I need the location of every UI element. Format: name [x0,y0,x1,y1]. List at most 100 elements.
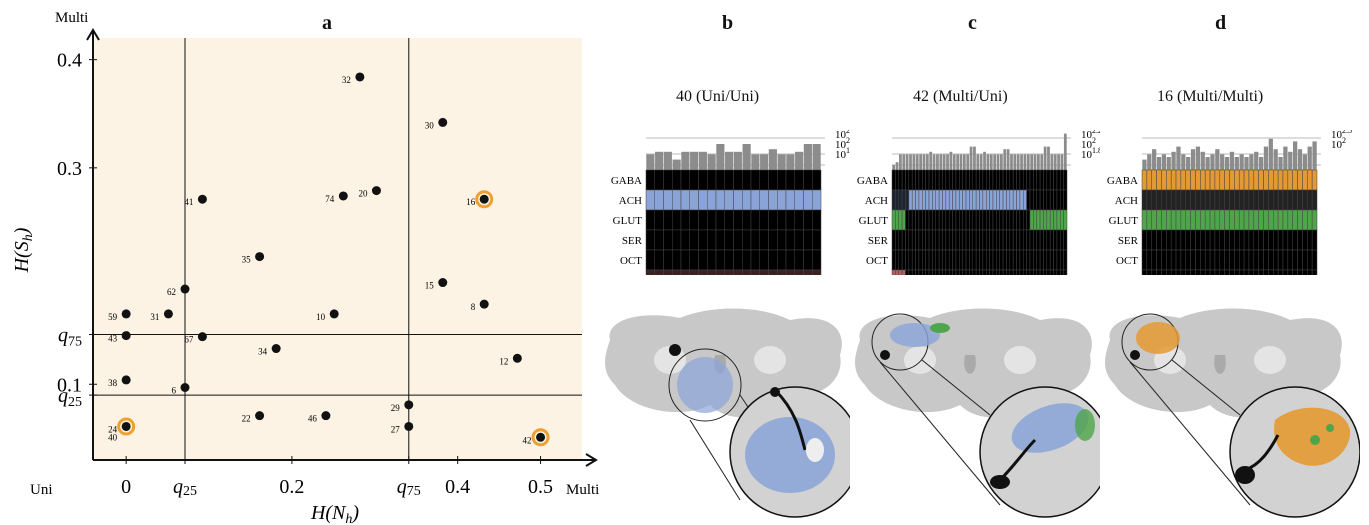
nt-cell [1146,169,1152,191]
nt-cell [1287,249,1293,271]
nt-cell [1268,169,1274,191]
highlight-ring-16 [475,190,494,209]
nt-cell [1209,169,1216,191]
nt-cell [965,189,970,211]
nt-cell [908,229,913,251]
nt-cell [645,269,655,275]
nt-cell [891,269,896,275]
count-bar [1220,154,1225,170]
count-bar [1166,157,1171,170]
count-bar [751,154,760,170]
nt-cell [955,209,960,231]
nt-cell [645,169,655,191]
nt-cell [1248,229,1255,251]
point-label-34: 34 [258,347,268,357]
count-bar [892,164,896,170]
nt-cell [1060,189,1064,211]
count-bar [989,154,993,170]
nt-cell [955,169,960,191]
nt-cell [1204,229,1211,251]
nt-cell [1277,189,1284,211]
nt-cell [1180,169,1186,191]
nt-cell [803,229,813,251]
nt-cell [1185,169,1191,191]
nt-cell [996,269,1000,275]
nt-cell [1009,229,1014,251]
nt-cell [898,169,903,191]
point-label-42: 42 [523,435,532,445]
nt-cell [680,209,690,231]
nt-cell [1263,189,1269,211]
nt-cell [1200,229,1206,251]
nt-cell [1029,169,1034,191]
nt-cell [945,229,950,251]
nt-cell [938,169,943,191]
nt-cell [1029,249,1034,271]
nt-cell [1195,249,1201,271]
count-bar [742,144,751,170]
nt-cell [975,169,980,191]
nt-cell [972,209,977,231]
nt-cell [654,169,664,191]
nt-cell [922,229,926,251]
nt-cell [1039,209,1044,231]
point-62 [180,284,190,294]
nt-cell [901,189,906,211]
nt-cell [654,189,664,211]
nt-cell [1146,229,1152,251]
nt-cell [918,189,923,211]
nt-cell [1002,269,1007,275]
count-bar [777,154,786,170]
point-38 [121,375,131,385]
nt-cell [915,209,920,231]
nt-cell [1036,249,1041,271]
nt-cell [1229,209,1235,231]
nt-cell [1166,269,1172,275]
nt-cell [1180,209,1186,231]
nt-cell [898,229,903,251]
nt-cell [1151,209,1157,231]
nt-cell [898,189,903,211]
x-label-sub: h [345,512,352,525]
nt-cell [1209,249,1216,271]
nt-cell [654,229,664,251]
nt-cell [1214,249,1221,271]
nt-cell [945,249,950,271]
nt-cell [891,229,896,251]
tick-base: 10 [835,130,847,141]
count-bar [725,151,734,170]
nt-cell [972,229,977,251]
nt-cell [1292,229,1298,251]
nt-cell [1224,229,1230,251]
count-bar [973,146,976,170]
nt-cell [1063,249,1068,271]
count-bar [929,151,933,170]
nt-cell [1253,169,1259,191]
count-bar [1047,146,1050,170]
x-tick-label: 0.4 [445,476,470,498]
panel-label-a: a [322,12,332,34]
nt-cell [999,229,1004,251]
nt-cell [1263,229,1269,251]
count-bar [1030,154,1034,170]
nt-cell [1026,169,1031,191]
nt-cell [1156,229,1162,251]
nt-cell [948,269,953,275]
nt-cell [1282,189,1289,211]
nt-cell [1043,169,1048,191]
nt-cell [777,209,787,231]
nt-cell [1282,269,1289,275]
nt-cell [1297,229,1303,251]
nt-row-label: GABA [611,175,642,187]
nt-cell [1012,169,1017,191]
count-bar [956,154,960,170]
count-bar [925,154,929,170]
nt-cell [985,229,990,251]
point-label-74: 74 [325,194,335,204]
bar-axis-tick: 102.2 [1081,130,1100,141]
count-bar [1181,154,1186,170]
nt-cell [1161,269,1167,275]
nt-cell [750,169,760,191]
nt-cell [1170,169,1177,191]
nt-cell [1053,189,1058,211]
